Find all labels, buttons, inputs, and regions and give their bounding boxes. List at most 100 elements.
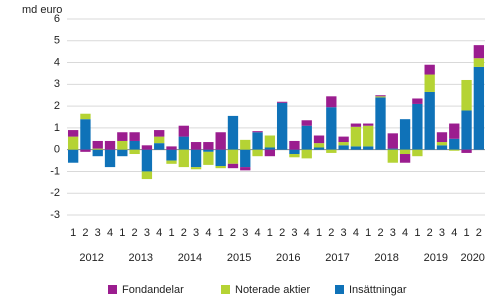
x-tick-label: 1 bbox=[267, 227, 273, 239]
bar-segment bbox=[375, 96, 386, 98]
x-tick-label: 4 bbox=[402, 227, 408, 239]
bar-segment bbox=[473, 58, 485, 67]
bar-segment bbox=[313, 135, 325, 144]
bar-segment bbox=[80, 149, 91, 152]
bar-segment bbox=[240, 139, 251, 150]
bar-segment bbox=[203, 151, 214, 165]
bar-segment bbox=[227, 163, 239, 169]
bar-segment bbox=[289, 140, 300, 150]
bar-segment bbox=[301, 125, 312, 150]
bar-segment bbox=[117, 132, 128, 141]
bar-segment bbox=[67, 136, 79, 150]
x-tick-label: 2 bbox=[230, 227, 236, 239]
legend-swatch bbox=[221, 285, 230, 294]
bar-segment bbox=[215, 132, 226, 150]
bar-segment bbox=[129, 140, 140, 150]
bar-segment bbox=[129, 132, 140, 141]
bar-segment bbox=[473, 66, 485, 150]
bar-segment bbox=[289, 154, 300, 158]
y-tick-label: -3 bbox=[50, 209, 60, 221]
bar-segment bbox=[473, 45, 485, 59]
bar-segment bbox=[436, 132, 448, 143]
bar-segment bbox=[141, 149, 153, 172]
bar-segment bbox=[252, 149, 263, 157]
bar-segment bbox=[363, 146, 374, 150]
y-tick-label: 5 bbox=[54, 35, 60, 47]
bar-segment bbox=[117, 140, 128, 150]
bar-segment bbox=[276, 102, 288, 150]
bar-segment bbox=[375, 95, 386, 97]
bar-segment bbox=[117, 149, 128, 157]
x-tick-label: 4 bbox=[205, 227, 211, 239]
bar-segment bbox=[363, 125, 374, 147]
x-tick-label: 3 bbox=[291, 227, 297, 239]
x-tick-label: 3 bbox=[390, 227, 396, 239]
year-label: 2012 bbox=[79, 252, 103, 264]
bar-segment bbox=[276, 101, 288, 103]
legend-label: Insättningar bbox=[349, 284, 407, 296]
bar-segment bbox=[424, 64, 435, 75]
x-tick-label: 3 bbox=[95, 227, 101, 239]
bar-segment bbox=[436, 145, 448, 150]
x-tick-label: 1 bbox=[463, 227, 469, 239]
bar-segment bbox=[190, 149, 202, 168]
bar-segment bbox=[215, 149, 226, 166]
bar-segment bbox=[203, 142, 214, 150]
bar-segment bbox=[154, 143, 165, 150]
year-label: 2014 bbox=[178, 252, 202, 264]
legend-swatch bbox=[335, 285, 344, 294]
bar-segment bbox=[67, 149, 79, 163]
bar-segment bbox=[190, 142, 202, 150]
year-label: 2015 bbox=[227, 252, 251, 264]
x-tick-label: 3 bbox=[242, 227, 248, 239]
bar-segment bbox=[338, 136, 349, 143]
bar-segment bbox=[412, 149, 423, 157]
x-tick-label: 2 bbox=[132, 227, 138, 239]
bar-segment bbox=[338, 145, 349, 150]
bar-segment bbox=[92, 148, 103, 150]
bar-segment bbox=[178, 136, 189, 150]
bar-segment bbox=[178, 125, 189, 137]
bar-segment bbox=[203, 149, 214, 152]
bar-segment bbox=[436, 142, 448, 146]
legend-label: Fondandelar bbox=[122, 284, 184, 296]
x-tick-label: 3 bbox=[341, 227, 347, 239]
bar-segment bbox=[166, 160, 177, 164]
x-tick-label: 1 bbox=[168, 227, 174, 239]
bar-segment bbox=[326, 107, 337, 150]
bar-segment bbox=[264, 147, 276, 150]
x-tick-label: 4 bbox=[156, 227, 162, 239]
y-tick-label: 0 bbox=[54, 144, 60, 156]
bar-segment bbox=[190, 167, 202, 170]
bar-segment bbox=[141, 171, 153, 180]
bar-segment bbox=[264, 135, 276, 148]
bar-segment bbox=[326, 96, 337, 108]
bar-segment bbox=[240, 167, 251, 171]
legend-label: Noterade aktier bbox=[235, 284, 311, 296]
year-label: 2017 bbox=[325, 252, 349, 264]
x-tick-label: 4 bbox=[353, 227, 359, 239]
x-tick-label: 4 bbox=[304, 227, 310, 239]
bar-segment bbox=[313, 147, 325, 150]
year-label: 2013 bbox=[129, 252, 153, 264]
bar-segment bbox=[252, 132, 263, 150]
bar-segment bbox=[424, 91, 435, 150]
year-label: 2019 bbox=[424, 252, 448, 264]
bar-segment bbox=[240, 149, 251, 168]
bar-segment bbox=[363, 123, 374, 126]
x-tick-label: 2 bbox=[377, 227, 383, 239]
y-tick-label: 2 bbox=[54, 100, 60, 112]
x-tick-label: 2 bbox=[82, 227, 88, 239]
x-tick-label: 1 bbox=[119, 227, 125, 239]
bar-segment bbox=[104, 140, 116, 150]
bar-segment bbox=[227, 149, 239, 164]
bar-segment bbox=[375, 97, 386, 150]
bar-segment bbox=[424, 74, 435, 92]
bar-segment bbox=[264, 149, 276, 157]
y-axis-label: md euro bbox=[22, 4, 62, 16]
bar-segment bbox=[387, 133, 398, 149]
x-tick-label: 4 bbox=[107, 227, 113, 239]
y-tick-label: 1 bbox=[54, 122, 60, 134]
x-tick-label: 3 bbox=[193, 227, 199, 239]
x-tick-label: 2 bbox=[427, 227, 433, 239]
